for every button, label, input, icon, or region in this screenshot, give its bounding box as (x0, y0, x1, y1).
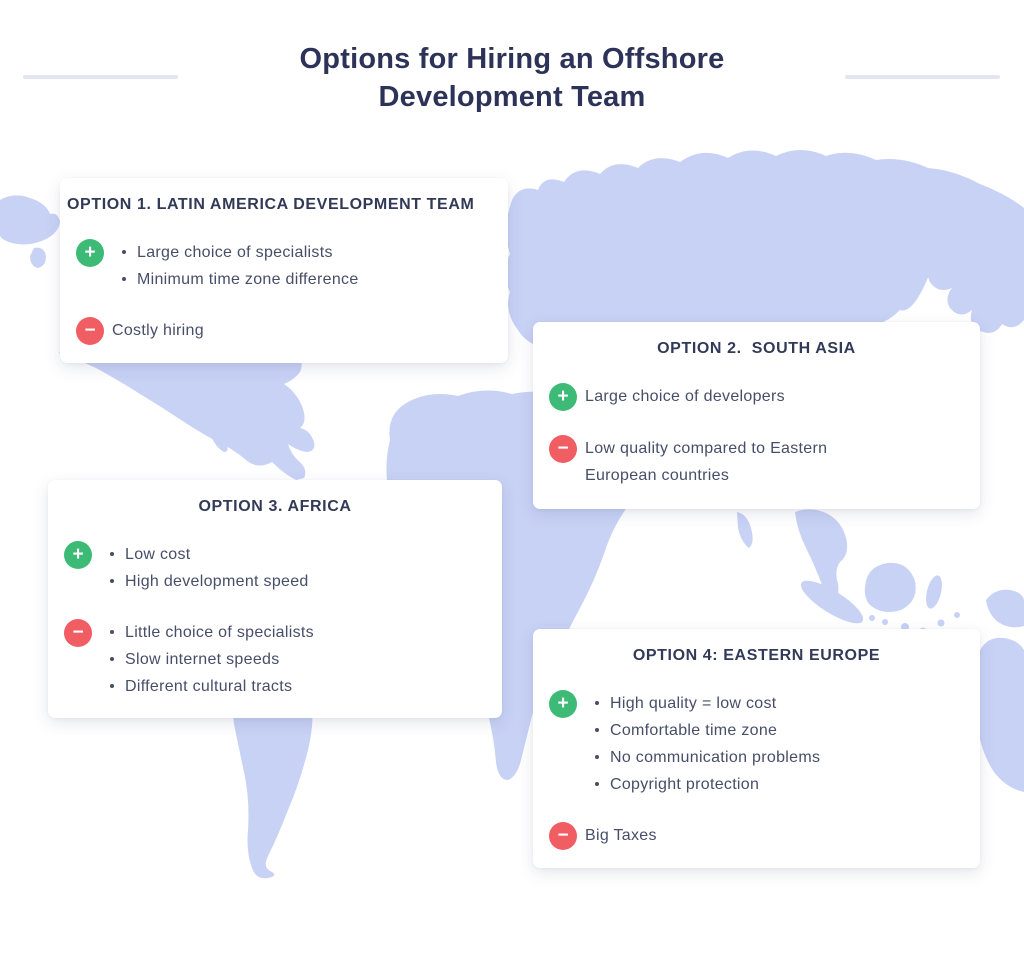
title-rule-left (23, 75, 178, 79)
item-text: Costly hiring (112, 322, 204, 339)
pro-item: High quality = low cost (585, 690, 820, 717)
page-title: Options for Hiring an Offshore Developmen… (0, 40, 1024, 116)
option-3-africa-card-pros: + Low cost High development speed (64, 541, 486, 595)
option-3-africa-card-pros-list: Low cost High development speed (100, 541, 309, 595)
con-item: Little choice of specialists (100, 619, 314, 646)
item-text: Large choice of developers (585, 388, 785, 405)
item-text: Minimum time zone difference (137, 271, 359, 288)
bullet-dot (595, 755, 599, 759)
bullet-dot (122, 250, 126, 254)
pro-item: Large choice of specialists (112, 239, 359, 266)
bullet-dot (110, 552, 114, 556)
item-text: High quality = low cost (610, 695, 777, 712)
option-2-south-asia-card-cons-list: Low quality compared to Eastern European… (585, 435, 895, 489)
map-island (882, 619, 888, 625)
option-card-title: OPTION 3. AFRICA (198, 498, 352, 515)
con-item: Different cultural tracts (100, 673, 314, 700)
pro-item: Minimum time zone difference (112, 266, 359, 293)
page-title-line1: Options for Hiring an Offshore (299, 43, 725, 75)
option-2-south-asia-card-pros-list: Large choice of developers (585, 383, 785, 410)
map-south-america (232, 706, 313, 879)
map-australia (975, 637, 1024, 792)
map-island (954, 612, 960, 618)
pro-item: Large choice of developers (585, 383, 785, 410)
option-3-africa-card: OPTION 3. AFRICA + Low cost High developme… (48, 480, 502, 718)
map-baja-peninsula (194, 382, 228, 452)
minus-icon: − (549, 435, 577, 463)
item-text: Big Taxes (585, 827, 657, 844)
option-card-title: OPTION 1. LATIN AMERICA DEVELOPMENT TEAM (67, 196, 475, 213)
plus-icon: + (549, 383, 577, 411)
option-2-south-asia-card: OPTION 2. SOUTH ASIA + Large choice of de… (533, 322, 980, 509)
option-1-latin-america-card-pros: + Large choice of specialists Minimum time… (76, 239, 492, 293)
pro-item: Comfortable time zone (585, 717, 820, 744)
map-island (937, 619, 945, 627)
option-1-latin-america-card-cons: − Costly hiring (76, 317, 492, 345)
map-indochina (795, 509, 848, 602)
item-text: High development speed (125, 573, 309, 590)
option-4-eastern-europe-card: OPTION 4: EASTERN EUROPE + High quality =… (533, 629, 980, 868)
con-item: Big Taxes (585, 822, 657, 849)
bullet-dot (110, 684, 114, 688)
minus-icon: − (549, 822, 577, 850)
item-text: No communication problems (610, 749, 821, 766)
option-1-latin-america-card-pros-list: Large choice of specialists Minimum time … (112, 239, 359, 293)
map-eurasia (505, 150, 1024, 354)
map-alaska-fragment (0, 195, 60, 245)
option-2-south-asia-card-cons: − Low quality compared to Eastern Europea… (549, 435, 964, 489)
item-text: Low cost (125, 546, 191, 563)
option-1-latin-america-card: OPTION 1. LATIN AMERICA DEVELOPMENT TEAM… (60, 178, 508, 363)
header: Options for Hiring an Offshore Developmen… (0, 40, 1024, 116)
map-island (869, 615, 875, 621)
map-sumatra (800, 580, 864, 624)
item-text: Little choice of specialists (125, 624, 314, 641)
option-4-eastern-europe-card-pros: + High quality = low cost Comfortable time… (549, 690, 964, 798)
minus-icon: − (64, 619, 92, 647)
option-3-africa-card-cons: − Little choice of specialists Slow intern… (64, 619, 486, 700)
bullet-dot (595, 782, 599, 786)
option-1-latin-america-card-cons-list: Costly hiring (112, 317, 204, 344)
map-north-america (58, 352, 315, 480)
plus-icon: + (76, 239, 104, 267)
item-text: Comfortable time zone (610, 722, 778, 739)
item-text: Different cultural tracts (125, 678, 293, 695)
minus-icon: − (76, 317, 104, 345)
option-4-eastern-europe-card-pros-list: High quality = low cost Comfortable time … (585, 690, 820, 798)
plus-icon: + (549, 690, 577, 718)
pro-item: Copyright protection (585, 771, 820, 798)
con-item: Slow internet speeds (100, 646, 314, 673)
map-new-guinea (986, 589, 1024, 628)
bullet-dot (110, 630, 114, 634)
map-borneo (864, 562, 916, 612)
item-text: Low quality compared to Eastern European… (585, 440, 828, 484)
item-text: Slow internet speeds (125, 651, 280, 668)
pro-item: Low cost (100, 541, 309, 568)
option-2-south-asia-card-pros: + Large choice of developers (549, 383, 964, 411)
title-rule-right (845, 75, 1000, 79)
option-4-eastern-europe-card-cons: − Big Taxes (549, 822, 964, 850)
map-bengal-coast (737, 512, 753, 548)
option-card-title: OPTION 2. SOUTH ASIA (657, 340, 856, 357)
bullet-dot (595, 728, 599, 732)
page-title-line2: Development Team (378, 81, 646, 113)
item-text: Large choice of specialists (137, 244, 333, 261)
bullet-dot (110, 657, 114, 661)
con-item: Costly hiring (112, 317, 204, 344)
bullet-dot (110, 579, 114, 583)
bullet-dot (122, 277, 126, 281)
option-4-eastern-europe-card-cons-list: Big Taxes (585, 822, 657, 849)
plus-icon: + (64, 541, 92, 569)
option-3-africa-card-cons-list: Little choice of specialists Slow interne… (100, 619, 314, 700)
item-text: Copyright protection (610, 776, 760, 793)
con-item: Low quality compared to Eastern European… (585, 435, 895, 489)
pro-item: No communication problems (585, 744, 820, 771)
bullet-dot (595, 701, 599, 705)
map-sulawesi (926, 575, 942, 609)
map-alaska-islet (30, 247, 46, 268)
pro-item: High development speed (100, 568, 309, 595)
option-card-title: OPTION 4: EASTERN EUROPE (632, 647, 881, 664)
